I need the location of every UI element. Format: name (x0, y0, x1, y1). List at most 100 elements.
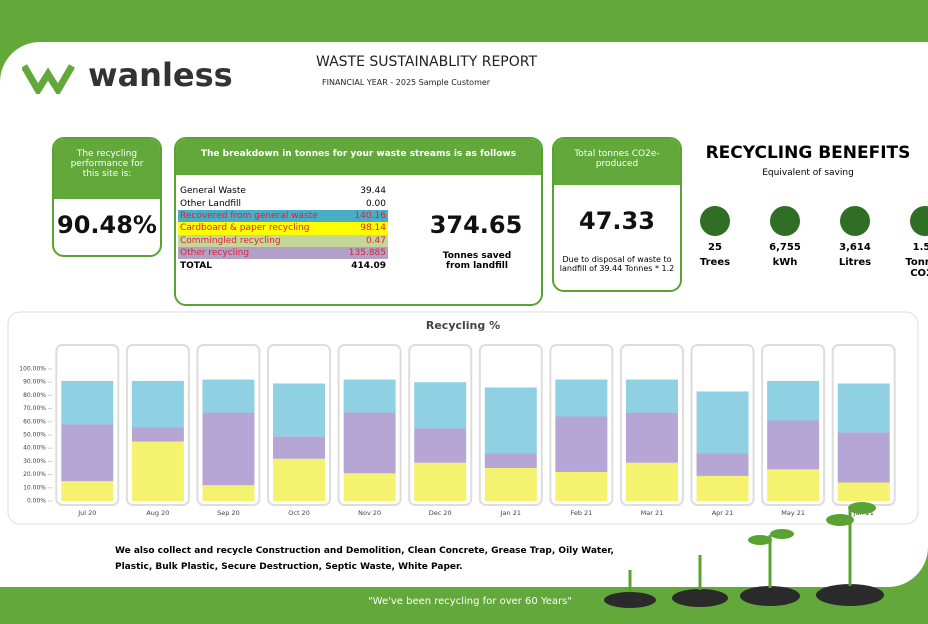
x-tick-label: Jan 21 (500, 509, 521, 517)
x-tick-label: Aug 20 (146, 509, 169, 517)
x-tick-label: Sep 20 (217, 509, 240, 517)
x-tick-label: Oct 20 (288, 509, 310, 517)
services-text: We also collect and recycle Construction… (115, 543, 635, 575)
bar-segment (132, 442, 184, 501)
bar-segment (555, 380, 607, 417)
y-tick-label: 20.00% (23, 471, 46, 478)
bar-segment (61, 424, 113, 481)
table-row: Other recycling135.885 (178, 247, 388, 259)
benefits-subtitle: Equivalent of saving (700, 168, 916, 178)
panel-heading: The recycling performance for this site … (54, 139, 160, 199)
logo-mark (22, 62, 92, 94)
bar-segment (414, 428, 466, 462)
bar-segment (626, 413, 678, 463)
panel-heading: The breakdown in tonnes for your waste s… (176, 139, 541, 175)
benefit: 6,755 kWh (750, 206, 820, 279)
bar-segment (767, 381, 819, 421)
report-title: WASTE SUSTAINABLITY REPORT (316, 54, 537, 70)
page: wanless WASTE SUSTAINABLITY REPORT FINAN… (0, 0, 928, 624)
y-tick-label: 40.00% (23, 445, 46, 452)
bar-segment (838, 384, 890, 433)
logo: wanless (88, 56, 233, 94)
benefit: 25 Trees (680, 206, 750, 279)
bar-segment (202, 485, 254, 501)
benefit-unit: Tonnes CO2e (890, 257, 928, 279)
y-tick-label: 30.00% (23, 458, 46, 465)
benefit-value: 3,614 (820, 242, 890, 253)
row-value: 0.00 (341, 197, 388, 209)
row-label: TOTAL (178, 259, 341, 271)
y-tick-label: 10.00% (23, 484, 46, 491)
benefit-icon (770, 206, 800, 236)
bar-segment (344, 413, 396, 474)
row-value: 414.09 (341, 259, 388, 271)
bar-segment (344, 473, 396, 501)
row-label: Other Landfill (178, 197, 341, 209)
row-label: Cardboard & paper recycling (178, 222, 341, 234)
chart-title: Recycling % (426, 319, 500, 332)
bar-segment (344, 380, 396, 413)
bar-segment (414, 463, 466, 501)
benefits-title: RECYCLING BENEFITS (700, 143, 916, 163)
bar-segment (273, 384, 325, 437)
bar-segment (61, 481, 113, 501)
breakdown-panel: The breakdown in tonnes for your waste s… (174, 137, 543, 306)
performance-value: 90.48% (54, 211, 160, 239)
benefit-icon (840, 206, 870, 236)
bar-segment (767, 469, 819, 501)
bar-segment (555, 472, 607, 501)
quote: "We've been recycling for over 60 Years" (300, 596, 640, 607)
saved-label: Tonnes saved from landfill (431, 251, 523, 271)
bar-segment (202, 413, 254, 486)
bar-segment (61, 381, 113, 425)
bar-segment (838, 483, 890, 501)
breakdown-table: General Waste39.44Other Landfill0.00Reco… (178, 185, 388, 272)
row-value: 0.47 (341, 235, 388, 247)
co2-panel: Total tonnes CO2e-produced 47.33 Due to … (552, 137, 682, 292)
x-tick-label: Nov 20 (358, 509, 381, 517)
row-value: 98.14 (341, 222, 388, 234)
bar-segment (697, 391, 749, 453)
benefit-value: 6,755 (750, 242, 820, 253)
x-tick-label: Feb 21 (570, 509, 592, 517)
benefit-unit: Litres (820, 257, 890, 268)
y-tick-label: 100.00% (19, 366, 46, 373)
benefit-icon (700, 206, 730, 236)
bar-segment (485, 468, 537, 501)
row-value: 140.16 (341, 210, 388, 222)
panel-heading: Total tonnes CO2e-produced (554, 139, 680, 185)
co2-note: Due to disposal of waste to landfill of … (558, 255, 676, 273)
row-value: 135.885 (341, 247, 388, 259)
bar-segment (132, 381, 184, 427)
y-tick-label: 80.00% (23, 392, 46, 399)
bar-segment (273, 459, 325, 501)
co2-value: 47.33 (554, 207, 680, 235)
row-label: Commingled recycling (178, 235, 341, 247)
bar-segment (414, 382, 466, 428)
saved-value: 374.65 (416, 211, 536, 239)
bar-segment (202, 380, 254, 413)
x-tick-label: Dec 20 (429, 509, 452, 517)
row-label: Recovered from general waste (178, 210, 341, 222)
row-label: Other recycling (178, 247, 341, 259)
y-tick-label: 90.00% (23, 379, 46, 386)
benefit-unit: Trees (680, 257, 750, 268)
benefit-icon (910, 206, 928, 236)
benefit-value: 1.53 (890, 242, 928, 253)
benefit: 1.53 Tonnes CO2e (890, 206, 928, 279)
bar-segment (273, 436, 325, 458)
y-tick-label: 60.00% (23, 418, 46, 425)
bar-segment (626, 463, 678, 501)
benefit-value: 25 (680, 242, 750, 253)
bar-segment (626, 380, 678, 413)
bar-segment (132, 427, 184, 442)
report-subtitle: FINANCIAL YEAR - 2025 Sample Customer (322, 78, 490, 87)
bar-segment (697, 453, 749, 475)
chart: Recycling % 0.00%10.00%20.00%30.00%40.00… (0, 310, 928, 526)
benefit-unit: kWh (750, 257, 820, 268)
